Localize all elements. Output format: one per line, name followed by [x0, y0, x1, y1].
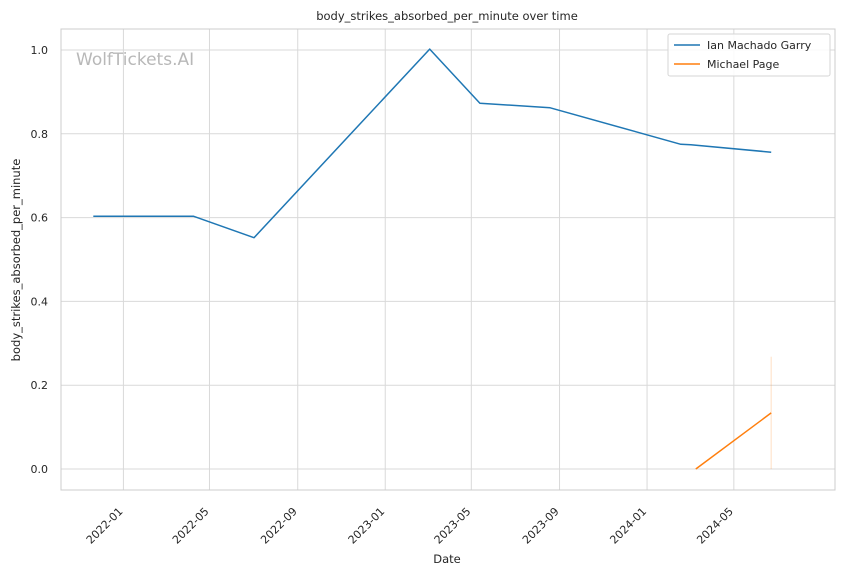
- y-tick-label: 1.0: [31, 44, 49, 57]
- x-axis-title: Date: [433, 552, 461, 566]
- y-tick-label: 0.8: [31, 128, 49, 141]
- y-axis-title: body_strikes_absorbed_per_minute: [9, 159, 23, 362]
- y-tick-label: 0.6: [31, 212, 49, 225]
- series-line-michael-page: [695, 412, 772, 470]
- legend-box: [667, 33, 831, 77]
- watermark: WolfTickets.AI: [76, 50, 194, 70]
- series-lines: [93, 48, 772, 470]
- plot-frame: [60, 28, 836, 491]
- chart-title: body_strikes_absorbed_per_minute over ti…: [316, 9, 578, 23]
- legend-label-michael-page: Michael Page: [707, 58, 779, 71]
- y-tick-label: 0.0: [31, 463, 49, 476]
- y-tick-label: 0.2: [31, 379, 49, 392]
- legend: Ian Machado Garry Michael Page: [667, 33, 831, 77]
- y-tick-label: 0.4: [31, 295, 49, 308]
- series-line-ian-machado-garry: [93, 48, 772, 239]
- legend-label-ian-machado-garry: Ian Machado Garry: [707, 39, 812, 52]
- y-axis-ticks: 0.0 0.2 0.4 0.6 0.8 1.0: [31, 44, 49, 476]
